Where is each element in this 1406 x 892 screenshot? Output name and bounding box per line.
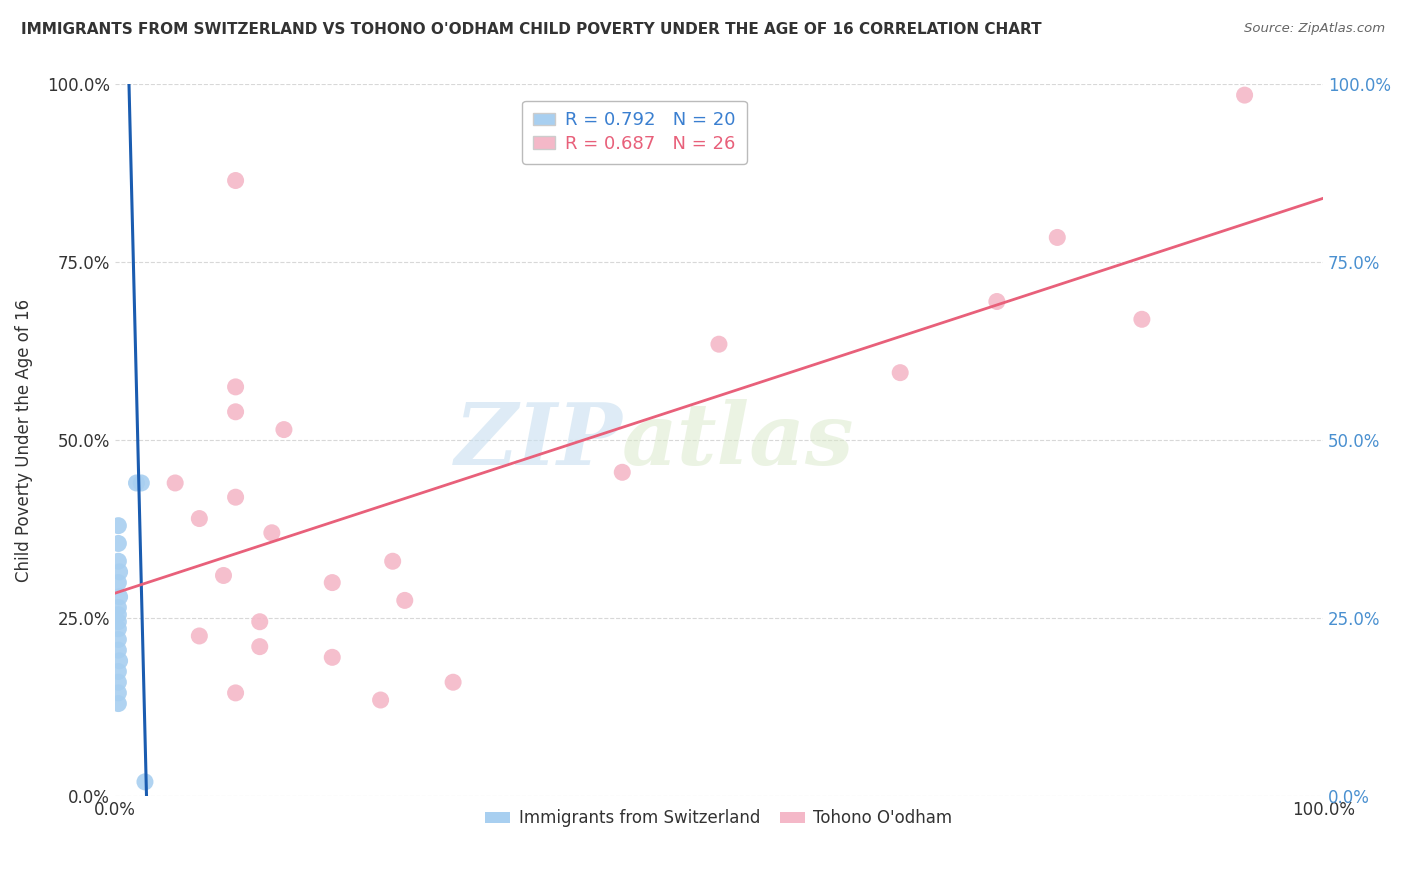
- Text: atlas: atlas: [623, 399, 855, 482]
- Point: [107, 643, 129, 657]
- Point: [225, 686, 247, 700]
- Point: [225, 380, 247, 394]
- Point: [131, 475, 153, 490]
- Point: [370, 693, 392, 707]
- Point: [107, 615, 129, 629]
- Point: [107, 697, 129, 711]
- Point: [1046, 230, 1069, 244]
- Point: [260, 525, 283, 540]
- Point: [321, 650, 343, 665]
- Point: [107, 632, 129, 647]
- Point: [188, 629, 211, 643]
- Point: [107, 575, 129, 590]
- Point: [134, 775, 156, 789]
- Point: [1233, 88, 1256, 103]
- Point: [107, 622, 129, 636]
- Point: [108, 590, 131, 604]
- Point: [321, 575, 343, 590]
- Point: [612, 465, 634, 479]
- Y-axis label: Child Poverty Under the Age of 16: Child Poverty Under the Age of 16: [15, 299, 32, 582]
- Point: [225, 173, 247, 187]
- Point: [1130, 312, 1153, 326]
- Point: [107, 607, 129, 622]
- Point: [107, 518, 129, 533]
- Point: [108, 565, 131, 579]
- Point: [707, 337, 730, 351]
- Point: [165, 475, 187, 490]
- Point: [225, 490, 247, 504]
- Point: [441, 675, 464, 690]
- Point: [107, 665, 129, 679]
- Text: ZIP: ZIP: [454, 399, 623, 482]
- Point: [107, 554, 129, 568]
- Point: [107, 686, 129, 700]
- Point: [986, 294, 1008, 309]
- Point: [889, 366, 911, 380]
- Point: [188, 511, 211, 525]
- Point: [225, 405, 247, 419]
- Point: [125, 475, 148, 490]
- Point: [381, 554, 404, 568]
- Point: [212, 568, 235, 582]
- Text: Source: ZipAtlas.com: Source: ZipAtlas.com: [1244, 22, 1385, 36]
- Point: [249, 615, 271, 629]
- Point: [108, 654, 131, 668]
- Text: IMMIGRANTS FROM SWITZERLAND VS TOHONO O'ODHAM CHILD POVERTY UNDER THE AGE OF 16 : IMMIGRANTS FROM SWITZERLAND VS TOHONO O'…: [21, 22, 1042, 37]
- Point: [394, 593, 416, 607]
- Legend: Immigrants from Switzerland, Tohono O'odham: Immigrants from Switzerland, Tohono O'od…: [478, 803, 959, 834]
- Point: [107, 536, 129, 550]
- Point: [249, 640, 271, 654]
- Point: [273, 423, 295, 437]
- Point: [107, 675, 129, 690]
- Point: [107, 600, 129, 615]
